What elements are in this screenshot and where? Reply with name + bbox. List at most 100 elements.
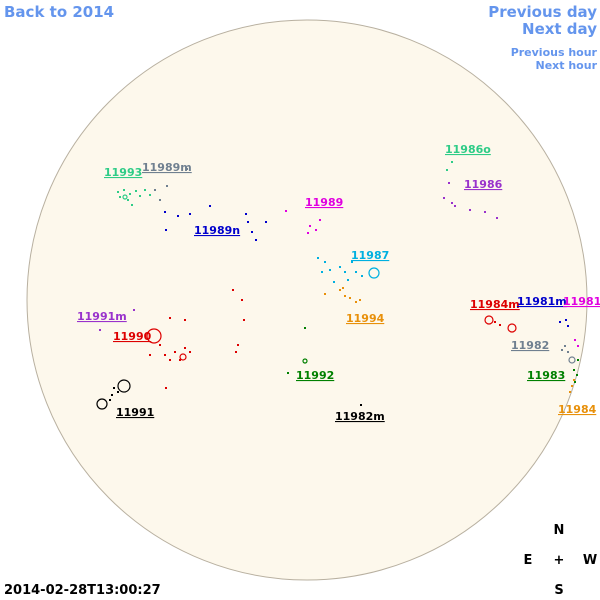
spot-dot [446, 169, 448, 171]
previous-day-link[interactable]: Previous day [488, 3, 597, 21]
spot-ring [146, 328, 162, 344]
spot-dot [355, 271, 357, 273]
spot-dot [329, 269, 331, 271]
spot-dot [559, 321, 561, 323]
spot-dot [237, 344, 239, 346]
region-label: 11992 [296, 369, 334, 382]
spot-dot [245, 213, 247, 215]
region-label: 11993 [104, 166, 142, 179]
spot-dot [304, 327, 306, 329]
spot-dot [189, 213, 191, 215]
spot-dot [184, 347, 186, 349]
spot-ring [368, 267, 380, 279]
spot-dot [169, 317, 171, 319]
spot-dot [169, 359, 171, 361]
spot-dot [131, 204, 133, 206]
spot-dot [333, 281, 335, 283]
spot-dot [159, 344, 161, 346]
spot-dot [251, 231, 253, 233]
back-link[interactable]: Back to 2014 [4, 3, 114, 21]
region-label: 11981m [517, 295, 567, 308]
spot-dot [127, 199, 129, 201]
spot-dot [154, 189, 156, 191]
next-hour-link[interactable]: Next hour [536, 59, 598, 72]
spot-ring [302, 358, 308, 364]
spot-dot [339, 266, 341, 268]
spot-dot [117, 391, 119, 393]
spot-dot [165, 387, 167, 389]
spot-dot [564, 345, 566, 347]
spot-dot [347, 279, 349, 281]
solar-disk [26, 19, 588, 581]
previous-hour-link[interactable]: Previous hour [511, 46, 598, 59]
spot-dot [448, 182, 450, 184]
spot-dot [574, 381, 576, 383]
region-label: 11982m [335, 410, 385, 423]
spot-dot [573, 369, 575, 371]
region-label: 11986 [464, 178, 503, 191]
spot-dot [571, 385, 573, 387]
spot-dot [324, 293, 326, 295]
spot-dot [349, 297, 351, 299]
spot-ring [179, 353, 187, 361]
spot-dot [164, 354, 166, 356]
spot-dot [113, 387, 115, 389]
spot-dot [359, 299, 361, 301]
spot-dot [159, 199, 161, 201]
spot-dot [569, 391, 571, 393]
spot-dot [164, 211, 166, 213]
spot-ring [122, 194, 128, 200]
spot-dot [469, 209, 471, 211]
spot-dot [499, 324, 501, 326]
spot-dot [232, 289, 234, 291]
spot-ring [484, 315, 494, 325]
spot-ring [507, 323, 517, 333]
spot-dot [307, 232, 309, 234]
spot-dot [309, 225, 311, 227]
spot-dot [123, 189, 125, 191]
spot-dot [574, 339, 576, 341]
spot-dot [241, 299, 243, 301]
compass-south: S [554, 583, 563, 598]
region-label: 11984m [470, 298, 520, 311]
spot-dot [451, 202, 453, 204]
spot-dot [139, 195, 141, 197]
spot-dot [576, 374, 578, 376]
spot-dot [484, 211, 486, 213]
spot-dot [209, 205, 211, 207]
spot-dot [494, 321, 496, 323]
spot-dot [360, 404, 362, 406]
region-label: 11984 [558, 403, 597, 416]
spot-dot [577, 345, 579, 347]
spot-dot [567, 325, 569, 327]
region-label: 11989 [305, 196, 343, 209]
spot-dot [111, 394, 113, 396]
spot-dot [149, 354, 151, 356]
spot-dot [117, 191, 119, 193]
spot-dot [184, 319, 186, 321]
spot-dot [177, 215, 179, 217]
region-label: 11989m [142, 161, 192, 174]
spot-dot [561, 349, 563, 351]
spot-dot [265, 221, 267, 223]
region-label: 11986o [445, 143, 491, 156]
region-label: 11987 [351, 249, 389, 262]
spot-dot [174, 351, 176, 353]
spot-dot [573, 379, 575, 381]
next-day-link[interactable]: Next day [522, 20, 597, 38]
region-label: 11983 [527, 369, 565, 382]
region-label: 11982 [511, 339, 549, 352]
spot-ring [96, 398, 108, 410]
spot-dot [324, 261, 326, 263]
spot-dot [355, 301, 357, 303]
spot-dot [186, 168, 188, 170]
spot-dot [443, 197, 445, 199]
spot-dot [361, 275, 363, 277]
compass-east: E [524, 553, 533, 568]
spot-dot [109, 399, 111, 401]
spot-dot [321, 271, 323, 273]
spot-dot [567, 351, 569, 353]
region-label: 11994 [346, 312, 385, 325]
spot-dot [165, 229, 167, 231]
